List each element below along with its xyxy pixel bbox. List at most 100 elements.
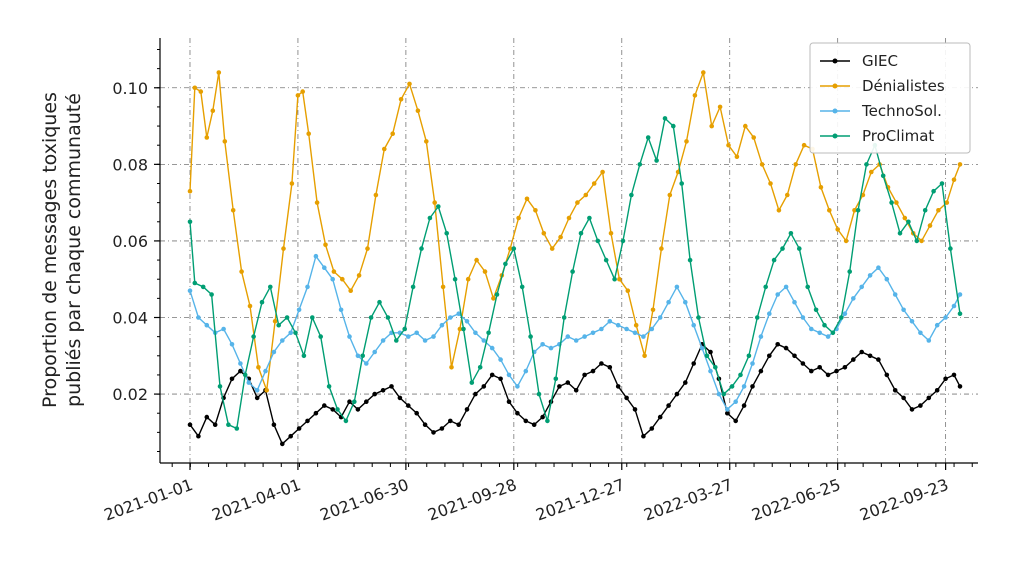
data-point [734, 154, 740, 159]
y-tick-label: 0.06 [112, 232, 148, 251]
data-point [192, 280, 198, 286]
data-point [825, 334, 831, 339]
data-point [432, 200, 438, 205]
data-point [494, 292, 500, 297]
data-point [642, 353, 647, 359]
data-point [259, 299, 265, 305]
data-point [187, 422, 193, 428]
legend-swatch-marker [832, 108, 838, 114]
data-point [540, 414, 545, 420]
data-point [424, 139, 429, 144]
data-point [876, 265, 881, 271]
data-point [855, 208, 861, 213]
data-point [331, 269, 337, 274]
data-point [617, 276, 622, 282]
data-point [600, 169, 605, 175]
data-point [464, 319, 470, 324]
data-point [919, 238, 924, 244]
data-point [909, 319, 915, 324]
data-point [671, 123, 676, 129]
x-tick-label: 2021-06-30 [317, 475, 411, 525]
data-point [296, 307, 302, 313]
data-point [927, 223, 933, 228]
data-point [284, 315, 290, 320]
data-point [288, 330, 294, 336]
data-point [692, 93, 698, 98]
data-point [797, 246, 802, 251]
data-point [439, 322, 445, 328]
data-point [385, 315, 391, 320]
data-point [684, 139, 689, 144]
data-point [771, 257, 777, 263]
x-tick-label: 2021-01-01 [101, 475, 195, 525]
data-point [507, 246, 513, 251]
data-point [523, 418, 529, 424]
data-point [637, 162, 643, 167]
data-point [427, 215, 433, 221]
legend-swatch-marker [832, 83, 838, 89]
data-point [242, 372, 248, 378]
data-point [587, 215, 592, 221]
data-point [902, 215, 908, 221]
axes [159, 38, 978, 464]
data-point [704, 353, 710, 359]
data-point [469, 380, 475, 385]
data-point [906, 219, 911, 225]
data-point [607, 319, 613, 324]
data-point [847, 269, 852, 274]
legend-swatch-marker [832, 133, 838, 139]
data-point [217, 384, 223, 389]
data-point [687, 257, 693, 263]
data-point [187, 288, 193, 294]
data-point [897, 231, 903, 236]
data-point [612, 276, 617, 282]
x-tick-label: 2022-09-23 [857, 475, 951, 525]
data-point [641, 433, 646, 439]
y-axis-title: Proportion de messages toxiques publiés … [39, 92, 85, 408]
data-point [216, 70, 222, 75]
data-point [869, 169, 874, 175]
data-point [503, 261, 508, 267]
data-point [271, 422, 277, 428]
data-point [632, 407, 638, 412]
data-point [645, 135, 651, 140]
data-point [578, 231, 584, 236]
data-point [750, 361, 755, 366]
data-point [788, 231, 794, 236]
data-point [943, 376, 948, 382]
data-point [406, 403, 411, 408]
data-point [775, 342, 780, 347]
data-point [452, 276, 458, 282]
data-point [238, 361, 243, 366]
data-point [783, 284, 789, 290]
data-point [683, 299, 688, 305]
data-point [914, 238, 920, 244]
data-point [210, 108, 216, 113]
data-point [944, 200, 950, 205]
data-point [335, 407, 340, 412]
data-point [894, 200, 899, 205]
data-point [566, 215, 572, 221]
data-point [901, 395, 906, 401]
data-point [511, 246, 517, 251]
y-tick-label: 0.04 [112, 309, 148, 328]
data-point [713, 365, 718, 370]
data-point [654, 158, 659, 163]
data-point [326, 384, 332, 389]
data-point [575, 200, 580, 205]
data-point [558, 234, 563, 240]
data-point [239, 269, 244, 274]
data-point [394, 338, 399, 343]
data-point [234, 426, 240, 431]
data-point [296, 426, 302, 431]
series-1 [187, 69, 963, 393]
data-point [918, 403, 923, 408]
data-point [922, 208, 928, 213]
data-point [280, 441, 285, 447]
data-point [373, 192, 379, 198]
data-point [632, 330, 638, 336]
legend-label: GIEC [862, 52, 898, 70]
data-point [792, 353, 797, 359]
data-point [440, 284, 446, 290]
data-point [295, 93, 301, 98]
